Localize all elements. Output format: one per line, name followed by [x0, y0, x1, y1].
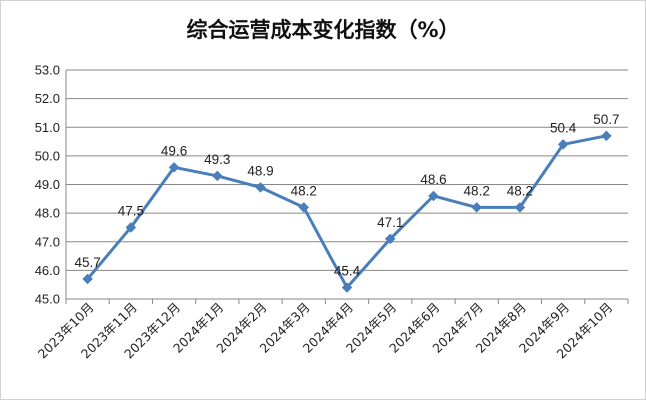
data-label: 48.2: [464, 183, 490, 198]
y-tick-label: 47.0: [35, 234, 60, 249]
data-point-marker: [125, 222, 137, 233]
data-label: 49.6: [161, 143, 187, 158]
y-tick-label: 53.0: [35, 63, 60, 78]
data-label: 48.2: [291, 183, 317, 198]
data-label: 48.6: [420, 172, 446, 187]
data-point-marker: [514, 202, 526, 213]
data-label: 50.4: [550, 120, 577, 135]
y-tick-label: 48.0: [35, 206, 60, 221]
data-point-marker: [557, 139, 569, 150]
y-tick-label: 52.0: [35, 91, 60, 106]
data-point-marker: [168, 161, 180, 173]
data-point-marker: [341, 282, 353, 293]
data-point-marker: [211, 170, 223, 182]
data-point-marker: [428, 190, 439, 202]
data-point-marker: [601, 130, 612, 142]
data-label: 45.4: [334, 264, 361, 279]
y-tick-label: 46.0: [35, 263, 60, 278]
data-label: 45.7: [74, 255, 100, 270]
data-point-marker: [255, 182, 266, 193]
data-point-marker: [82, 273, 93, 285]
y-tick-label: 50.0: [35, 148, 60, 163]
data-label: 47.5: [118, 203, 144, 218]
data-label: 48.9: [247, 163, 273, 178]
data-point-marker: [471, 202, 483, 213]
chart-title: 综合运营成本变化指数（%）: [186, 18, 459, 42]
data-point-marker: [298, 202, 310, 213]
y-tick-label: 49.0: [35, 177, 60, 192]
y-tick-label: 51.0: [35, 120, 60, 135]
data-point-marker: [384, 233, 396, 245]
data-label: 48.2: [507, 183, 533, 198]
data-label: 49.3: [204, 152, 230, 167]
data-label: 47.1: [377, 215, 403, 230]
data-label: 50.7: [593, 112, 619, 127]
y-tick-label: 45.0: [35, 292, 60, 307]
